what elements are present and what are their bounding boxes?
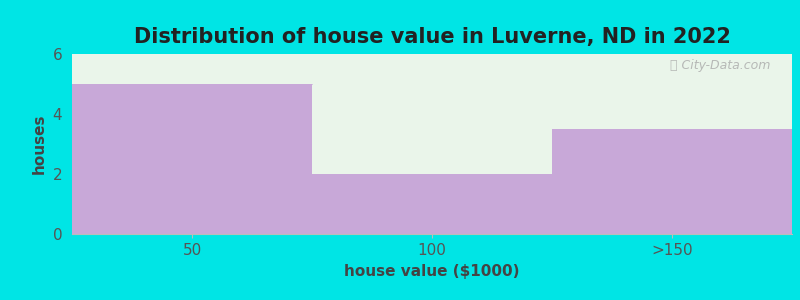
Text: ⓘ City-Data.com: ⓘ City-Data.com: [670, 59, 770, 72]
Title: Distribution of house value in Luverne, ND in 2022: Distribution of house value in Luverne, …: [134, 27, 730, 47]
Y-axis label: houses: houses: [32, 114, 47, 174]
X-axis label: house value ($1000): house value ($1000): [344, 264, 520, 279]
